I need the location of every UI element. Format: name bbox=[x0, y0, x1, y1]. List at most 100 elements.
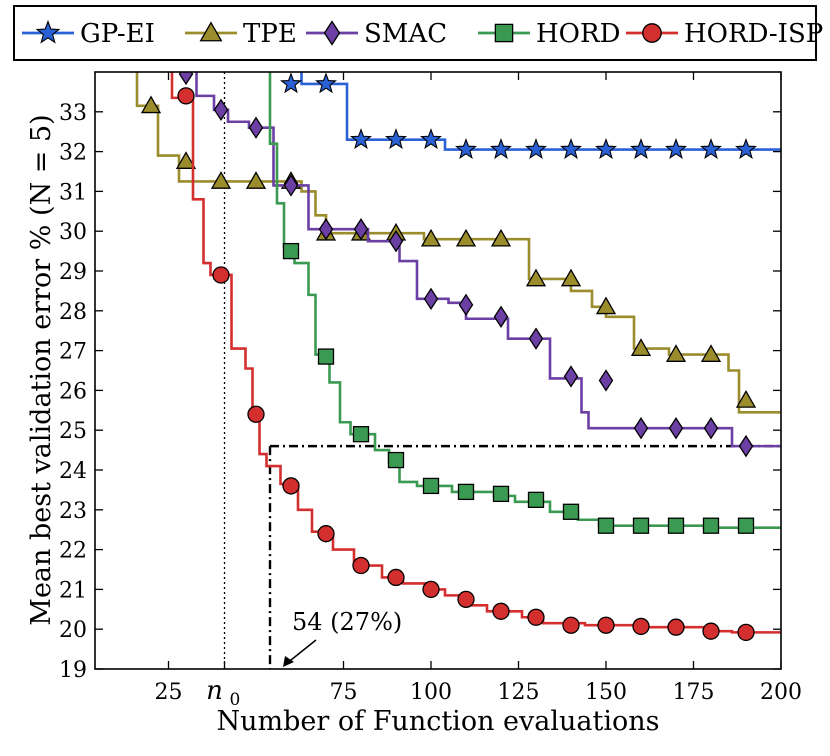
data-point-hord bbox=[317, 348, 335, 365]
data-point-smac bbox=[703, 417, 719, 440]
data-point-gp-ei bbox=[279, 72, 303, 94]
data-point-gp-ei bbox=[349, 128, 373, 150]
data-point-tpe bbox=[560, 268, 582, 287]
legend-label-hord: HORD bbox=[536, 19, 620, 49]
data-point-hord-isp bbox=[177, 87, 195, 105]
y-tick-label: 25 bbox=[59, 419, 87, 444]
x-tick-label: 150 bbox=[585, 680, 627, 705]
series-gp-ei bbox=[279, 72, 781, 159]
data-point-gp-ei bbox=[314, 72, 338, 94]
data-point-hord bbox=[492, 485, 510, 503]
y-tick-label: 29 bbox=[59, 260, 87, 285]
data-point-hord-isp bbox=[492, 602, 510, 620]
legend-marker-smac bbox=[323, 20, 341, 46]
annotation-label: 54 (27%) bbox=[292, 608, 402, 636]
data-point-smac bbox=[668, 417, 684, 440]
y-tick-label: 31 bbox=[59, 180, 87, 205]
legend: GP-EI TPE SMAC HORD HORD-ISP bbox=[13, 5, 823, 61]
y-tick-label: 27 bbox=[59, 340, 87, 365]
data-point-gp-ei bbox=[489, 138, 513, 159]
data-point-smac bbox=[248, 116, 264, 139]
data-point-smac bbox=[353, 218, 369, 241]
y-tick-label: 19 bbox=[59, 658, 87, 683]
data-point-hord bbox=[737, 517, 755, 534]
legend-label-gp-ei: GP-EI bbox=[80, 19, 155, 49]
data-point-hord bbox=[667, 517, 685, 534]
data-point-hord-isp bbox=[597, 616, 615, 634]
legend-marker-gp-ei bbox=[35, 19, 61, 44]
data-point-hord bbox=[702, 517, 720, 534]
legend-entry-hord-isp: HORD-ISP bbox=[626, 19, 823, 49]
data-point-hord bbox=[527, 491, 545, 509]
legend-marker-hord-isp bbox=[642, 23, 662, 43]
data-point-hord-isp bbox=[632, 617, 650, 636]
data-point-smac bbox=[318, 218, 334, 241]
x-axis-label: Number of Function evaluations bbox=[217, 706, 660, 737]
y-tick-label: 21 bbox=[59, 578, 87, 603]
data-point-hord-isp bbox=[352, 556, 370, 575]
series-line-smac bbox=[195, 72, 781, 448]
x-tick-label-n0-subscript: 0 bbox=[230, 690, 241, 710]
data-point-tpe bbox=[245, 171, 267, 189]
series-hord bbox=[268, 72, 781, 534]
data-point-hord-isp bbox=[457, 590, 475, 608]
legend-label-hord-isp: HORD-ISP bbox=[684, 19, 823, 49]
data-point-hord-isp bbox=[702, 622, 720, 640]
data-point-gp-ei bbox=[454, 138, 478, 159]
x-tick-label: 100 bbox=[410, 680, 452, 705]
data-point-hord-isp bbox=[527, 608, 545, 626]
plot-area: 19 20 21 22 23 24 25 26 27 28 29 30 31 32 33 25 75 100 125… bbox=[59, 71, 802, 710]
data-point-tpe bbox=[665, 344, 687, 362]
data-point-tpe bbox=[630, 338, 652, 357]
data-point-hord-isp bbox=[737, 623, 755, 642]
series-line-hord-isp bbox=[170, 72, 781, 634]
legend-entry-tpe: TPE bbox=[185, 19, 297, 49]
data-point-hord bbox=[422, 477, 440, 495]
data-point-gp-ei bbox=[559, 138, 583, 159]
data-point-smac bbox=[423, 287, 439, 311]
y-tick-label: 28 bbox=[59, 300, 87, 325]
data-point-gp-ei bbox=[384, 128, 408, 150]
legend-box bbox=[13, 5, 817, 61]
data-point-hord-isp bbox=[562, 616, 580, 634]
data-point-tpe bbox=[210, 171, 232, 189]
x-tick-label-n0: n bbox=[206, 676, 223, 706]
data-point-smac bbox=[563, 365, 579, 388]
data-point-smac bbox=[493, 305, 509, 328]
y-tick-label: 22 bbox=[59, 539, 87, 564]
x-tick-label: 175 bbox=[673, 680, 715, 705]
data-point-smac bbox=[598, 369, 614, 392]
data-point-gp-ei bbox=[629, 138, 653, 159]
plot-frame bbox=[94, 71, 782, 670]
data-point-gp-ei bbox=[734, 138, 758, 159]
legend-entry-gp-ei: GP-EI bbox=[22, 19, 155, 49]
data-point-hord-isp bbox=[247, 405, 265, 423]
data-point-smac bbox=[178, 72, 194, 86]
data-point-gp-ei bbox=[699, 138, 723, 159]
legend-marker-hord bbox=[494, 23, 514, 43]
series-line-gp-ei bbox=[300, 72, 781, 151]
data-point-gp-ei bbox=[419, 128, 443, 150]
data-point-tpe bbox=[420, 228, 442, 247]
data-point-hord bbox=[597, 517, 615, 534]
series-hord-isp bbox=[170, 72, 781, 642]
annotation-arrowhead bbox=[283, 656, 294, 667]
data-point-smac bbox=[458, 293, 474, 317]
y-tick-label: 32 bbox=[59, 141, 87, 166]
data-point-tpe bbox=[455, 228, 477, 247]
series-line-tpe bbox=[135, 72, 781, 414]
y-tick-label: 20 bbox=[59, 618, 87, 643]
y-tick-label: 30 bbox=[59, 220, 87, 245]
data-point-hord bbox=[632, 517, 650, 534]
data-point-tpe bbox=[700, 344, 722, 362]
series-smac bbox=[178, 72, 781, 458]
data-point-hord-isp bbox=[282, 477, 300, 495]
x-tick-label: 125 bbox=[498, 680, 540, 705]
legend-marker-tpe bbox=[199, 21, 223, 42]
x-tick-label: 25 bbox=[155, 680, 183, 705]
data-point-hord-isp bbox=[422, 580, 440, 599]
data-point-tpe bbox=[140, 95, 162, 114]
data-point-smac bbox=[213, 98, 229, 122]
data-point-hord bbox=[562, 503, 580, 520]
data-point-hord-isp bbox=[667, 618, 685, 636]
